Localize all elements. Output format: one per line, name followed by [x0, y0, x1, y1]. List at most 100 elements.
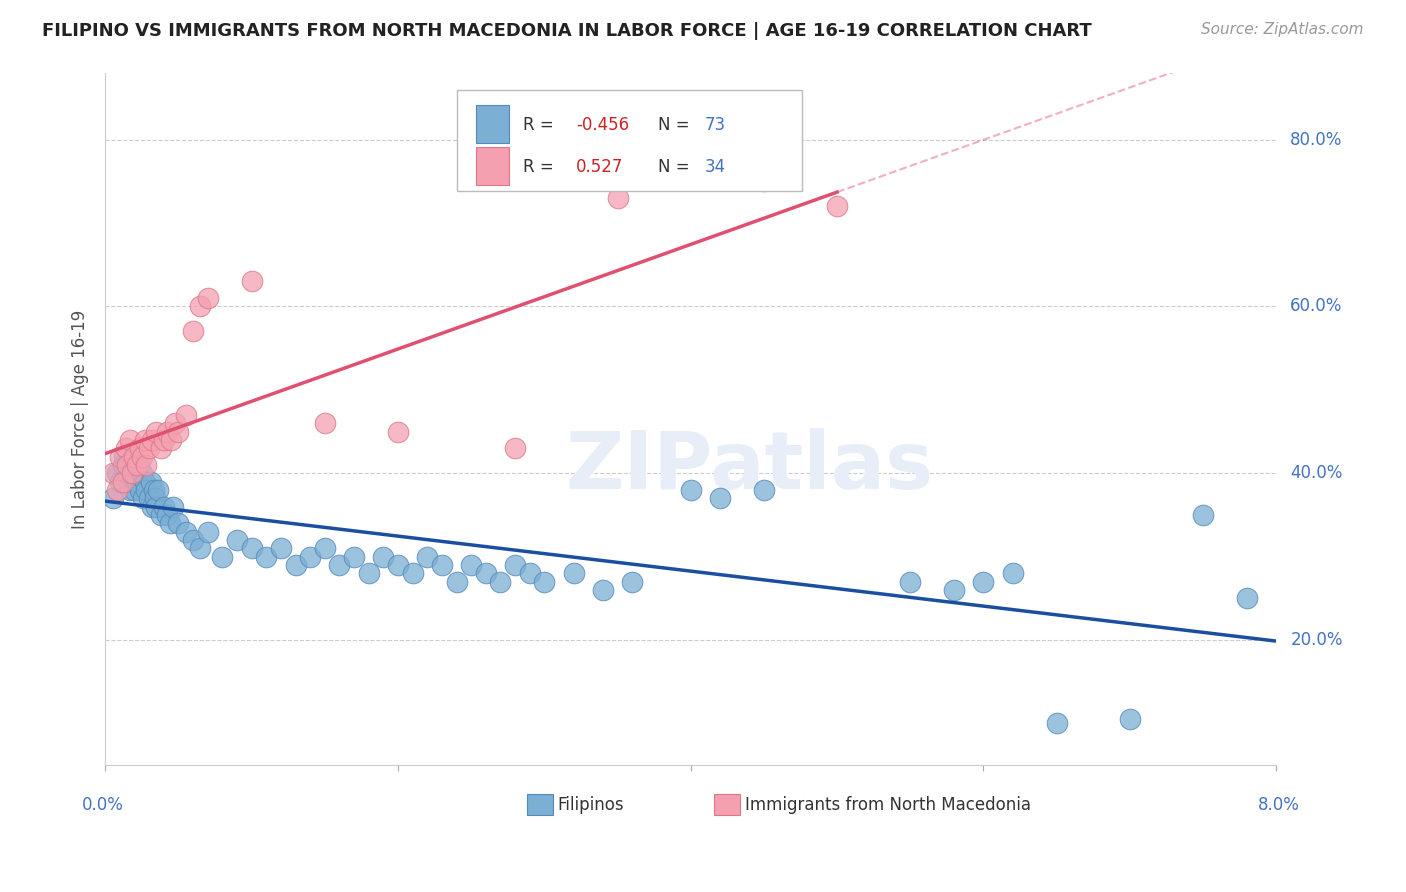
- Text: -0.456: -0.456: [576, 116, 628, 134]
- Point: [270, 541, 292, 556]
- Point: [117, 458, 139, 472]
- Point: [120, 433, 142, 447]
- Point: [387, 425, 409, 439]
- Point: [145, 500, 167, 514]
- Point: [1192, 508, 1215, 522]
- Point: [129, 441, 152, 455]
- Point: [709, 491, 731, 506]
- Point: [108, 450, 131, 464]
- Point: [134, 475, 156, 489]
- Point: [254, 549, 277, 564]
- Point: [190, 541, 212, 556]
- Point: [121, 467, 143, 481]
- Point: [299, 549, 322, 564]
- Point: [752, 174, 775, 188]
- Text: 0.527: 0.527: [576, 158, 623, 176]
- Point: [131, 450, 153, 464]
- Point: [328, 558, 350, 572]
- Point: [101, 467, 124, 481]
- Point: [1046, 716, 1069, 731]
- Point: [197, 524, 219, 539]
- Point: [752, 483, 775, 497]
- Text: Source: ZipAtlas.com: Source: ZipAtlas.com: [1201, 22, 1364, 37]
- Point: [149, 508, 172, 522]
- Point: [446, 574, 468, 589]
- Point: [197, 291, 219, 305]
- Text: R =: R =: [523, 116, 560, 134]
- Point: [115, 475, 138, 489]
- Point: [430, 558, 453, 572]
- Point: [162, 500, 184, 514]
- Point: [416, 549, 439, 564]
- Point: [138, 441, 160, 455]
- Point: [174, 408, 197, 422]
- Point: [343, 549, 366, 564]
- Point: [160, 433, 183, 447]
- Point: [156, 425, 179, 439]
- Text: 20.0%: 20.0%: [1291, 631, 1343, 649]
- Point: [114, 441, 136, 455]
- Text: 34: 34: [704, 158, 725, 176]
- Point: [128, 458, 150, 472]
- Point: [127, 475, 149, 489]
- Text: Filipinos: Filipinos: [557, 796, 624, 814]
- Point: [592, 582, 614, 597]
- Point: [190, 300, 212, 314]
- Point: [284, 558, 307, 572]
- Point: [533, 574, 555, 589]
- Point: [475, 566, 498, 581]
- Point: [314, 541, 336, 556]
- Point: [519, 566, 541, 581]
- Point: [135, 458, 157, 472]
- Text: ZIPatlas: ZIPatlas: [565, 428, 934, 507]
- FancyBboxPatch shape: [457, 90, 801, 191]
- Point: [606, 191, 628, 205]
- Text: R =: R =: [523, 158, 565, 176]
- Text: 80.0%: 80.0%: [1291, 131, 1343, 149]
- Point: [401, 566, 423, 581]
- Point: [357, 566, 380, 581]
- Point: [181, 325, 204, 339]
- Point: [143, 491, 166, 506]
- Point: [135, 483, 157, 497]
- Point: [124, 467, 146, 481]
- Point: [181, 533, 204, 547]
- FancyBboxPatch shape: [714, 794, 740, 815]
- Point: [111, 475, 134, 489]
- FancyBboxPatch shape: [477, 147, 509, 186]
- Point: [211, 549, 233, 564]
- Text: 0.0%: 0.0%: [82, 797, 124, 814]
- Point: [141, 500, 163, 514]
- Point: [825, 199, 848, 213]
- Point: [167, 425, 190, 439]
- FancyBboxPatch shape: [477, 105, 509, 144]
- Point: [146, 483, 169, 497]
- Point: [489, 574, 512, 589]
- Text: N =: N =: [658, 116, 695, 134]
- Point: [226, 533, 249, 547]
- Point: [240, 275, 263, 289]
- Point: [145, 425, 167, 439]
- Point: [131, 467, 153, 481]
- Point: [898, 574, 921, 589]
- Point: [124, 483, 146, 497]
- Point: [503, 558, 526, 572]
- Text: N =: N =: [658, 158, 695, 176]
- Point: [152, 500, 174, 514]
- Point: [105, 467, 128, 481]
- Point: [314, 416, 336, 430]
- Point: [105, 483, 128, 497]
- Point: [101, 491, 124, 506]
- Point: [460, 558, 482, 572]
- Text: 8.0%: 8.0%: [1258, 797, 1299, 814]
- Point: [373, 549, 395, 564]
- Point: [127, 458, 149, 472]
- Text: 40.0%: 40.0%: [1291, 464, 1343, 483]
- Point: [156, 508, 179, 522]
- Point: [240, 541, 263, 556]
- Point: [167, 516, 190, 531]
- Point: [387, 558, 409, 572]
- Point: [138, 491, 160, 506]
- Point: [621, 574, 644, 589]
- Point: [112, 450, 135, 464]
